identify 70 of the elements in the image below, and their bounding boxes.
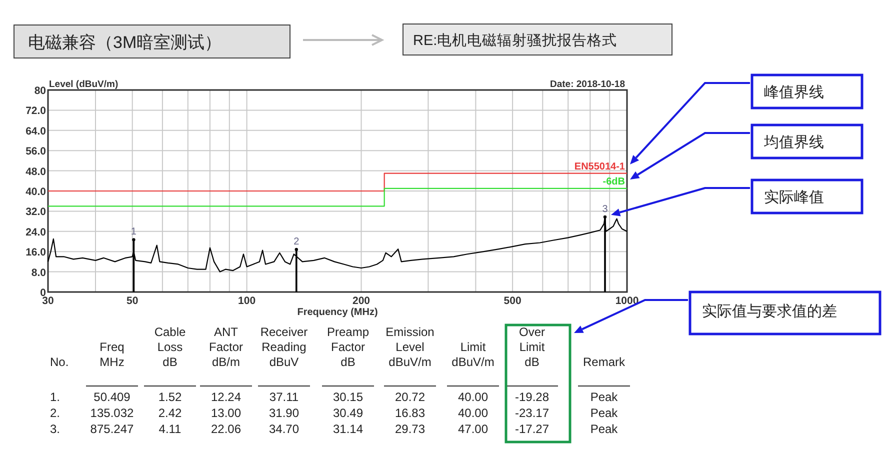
text: -17.27 <box>514 422 550 436</box>
y-tick-label: 16.0 <box>26 246 46 259</box>
series-label: -6dB <box>602 176 625 188</box>
x-tick-label: 500 <box>504 295 522 307</box>
text: Peak <box>590 390 619 404</box>
text: 30.15 <box>332 390 364 404</box>
text: 12.24 <box>210 390 242 404</box>
y-tick-label: 64.0 <box>26 125 46 138</box>
text: No. <box>50 355 69 369</box>
text: Freq MHz <box>100 340 124 369</box>
text: -23.17 <box>514 406 550 420</box>
text: 4.11 <box>158 422 182 436</box>
text: 30.49 <box>332 406 364 420</box>
annotation: 2 <box>294 236 300 248</box>
x-tick-label: 100 <box>238 295 256 307</box>
text: 1.52 <box>158 390 182 404</box>
text: 34.70 <box>268 422 300 436</box>
text: 2. <box>50 406 60 420</box>
y-tick-label: 24.0 <box>26 226 46 238</box>
text: Over Limit dB <box>518 325 546 369</box>
text: 均值界线 <box>763 133 824 151</box>
x-tick-label: 200 <box>352 295 370 307</box>
x-tick-label: 50 <box>126 295 138 307</box>
text: 47.00 <box>458 422 488 436</box>
text: 16.83 <box>394 406 426 420</box>
text: 实际峰值 <box>764 188 824 206</box>
text: 875.247 <box>90 422 134 436</box>
text: Peak <box>590 406 619 420</box>
text: 31.90 <box>268 406 300 420</box>
annotation: Date: 2018-10-18 <box>550 79 625 90</box>
text: Limit dBuV/m <box>452 340 494 369</box>
text: 3. <box>50 422 60 436</box>
text: Peak <box>590 422 619 436</box>
text: Remark <box>582 355 626 369</box>
y-tick-label: 8.0 <box>31 266 46 279</box>
y-tick-label: 72.0 <box>26 105 46 118</box>
y-axis-title: Level (dBuV/m) <box>49 79 118 90</box>
chart-title: 电磁兼容（3M暗室测试） <box>28 33 222 52</box>
text: Cable Loss dB <box>154 325 186 369</box>
annotation: 1 <box>130 226 137 238</box>
text: 37.11 <box>269 390 299 404</box>
x-axis-title: Frequency (MHz) <box>297 307 378 318</box>
text: Receiver Reading dBuV <box>260 325 308 369</box>
chart-subtitle: RE:电机电磁辐射骚扰报告格式 <box>413 32 618 49</box>
text: ANT Factor dB/m <box>208 325 244 369</box>
text: 29.73 <box>394 422 426 436</box>
text: 1. <box>50 390 60 404</box>
text: 20.72 <box>394 390 426 404</box>
y-tick-label: 80 <box>34 85 46 97</box>
annotation: 3 <box>602 204 608 215</box>
text: 40.00 <box>458 406 488 420</box>
text: Emission Level dBuV/m <box>386 325 434 369</box>
series-label: EN55014-1 <box>574 161 626 172</box>
text: Preamp Factor dB <box>326 325 370 369</box>
x-tick-label: 30 <box>42 295 54 307</box>
text: -19.28 <box>514 390 550 404</box>
text: 40.00 <box>458 390 488 404</box>
text: 峰值界线 <box>764 83 824 101</box>
x-tick-label: 1000 <box>615 295 639 307</box>
y-tick-label: 56.0 <box>26 146 46 158</box>
text: 22.06 <box>210 422 242 436</box>
text: 31.14 <box>332 422 364 436</box>
text: 实际值与要求值的差 <box>702 302 837 320</box>
y-tick-label: 48.0 <box>26 166 46 178</box>
text: 135.032 <box>90 406 134 420</box>
text: 13.00 <box>210 406 242 420</box>
text: 50.409 <box>94 390 131 404</box>
y-tick-label: 40.0 <box>26 186 46 198</box>
y-tick-label: 32.0 <box>26 206 46 218</box>
text: 2.42 <box>158 406 182 420</box>
